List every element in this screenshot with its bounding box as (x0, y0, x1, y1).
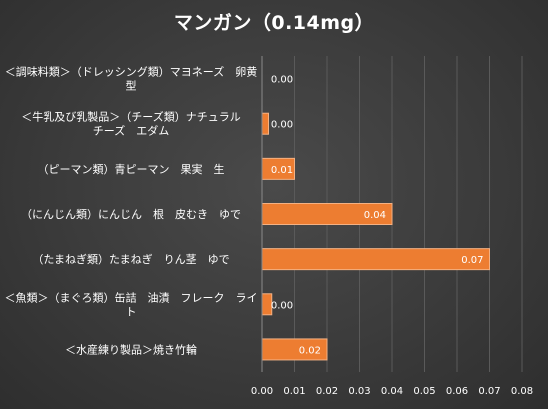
category-label: ＜魚類＞（まぐろ類）缶詰 油漬 フレーク ライト (5, 290, 258, 318)
category-label: （にんじん類）にんじん 根 皮むき ゆで (21, 207, 241, 221)
category-label: ＜牛乳及び乳製品＞（チーズ類）ナチュラルチーズ エダム (21, 110, 240, 138)
x-tick-label: 0.08 (511, 386, 533, 397)
x-tick-label: 0.07 (478, 386, 500, 397)
data-label: 0.07 (461, 255, 483, 266)
data-label: 0.00 (271, 75, 293, 86)
x-tick-label: 0.02 (316, 386, 338, 397)
data-label: 0.02 (299, 345, 321, 356)
bar (261, 248, 490, 271)
x-tick-label: 0.00 (251, 386, 273, 397)
category-label: ＜水産練り製品＞焼き竹輪 (65, 342, 197, 356)
chart-title: マンガン（0.14mg） (173, 12, 375, 34)
bar (261, 112, 269, 135)
x-tick-label: 0.06 (446, 386, 468, 397)
data-label: 0.00 (271, 120, 293, 131)
x-tick-label: 0.01 (283, 386, 305, 397)
data-label: 0.04 (364, 210, 386, 221)
category-label: （たまねぎ類）たまねぎ りん茎 ゆで (32, 252, 229, 266)
x-tick-label: 0.03 (348, 386, 370, 397)
data-label: 0.00 (271, 300, 293, 311)
x-tick-label: 0.05 (413, 386, 435, 397)
data-label: 0.01 (271, 165, 293, 176)
category-label: ＜調味料類＞（ドレッシング類）マヨネーズ 卵黄型 (5, 65, 257, 93)
x-tick-label: 0.04 (381, 386, 403, 397)
category-label: （ピーマン類）青ピーマン 果実 生 (38, 162, 225, 176)
